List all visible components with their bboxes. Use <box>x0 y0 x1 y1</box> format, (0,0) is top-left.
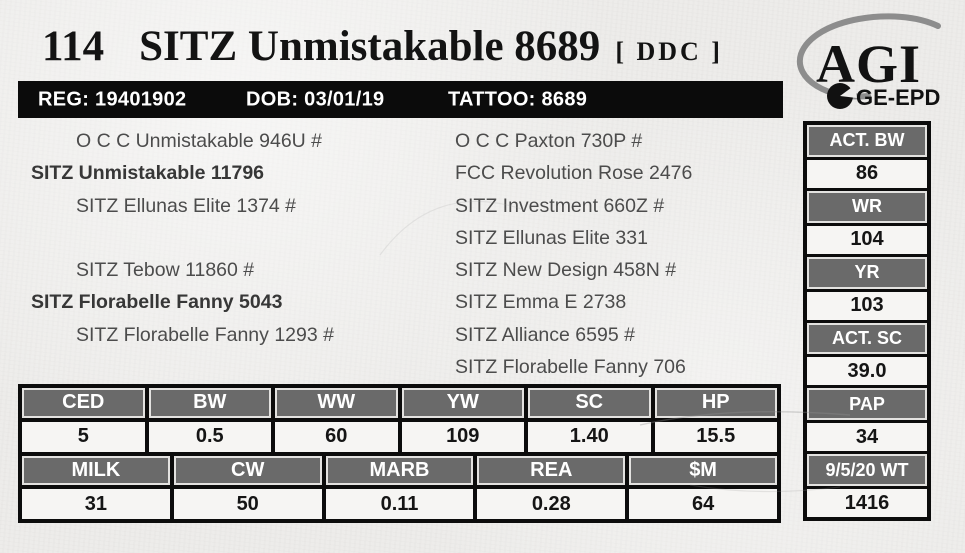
epd-value-milk: 31 <box>22 489 170 519</box>
sidebar-header-yr: YR <box>807 256 927 289</box>
epd-header-hp: HP <box>654 388 777 418</box>
epd-value-row-2: 31 50 0.11 0.28 64 <box>22 489 777 519</box>
epd-header-rea: REA <box>477 455 626 486</box>
agi-logo-graphic: AGI GE-EPD <box>796 13 941 110</box>
pedigree-ggp-7: SITZ Alliance 6595 # <box>455 324 635 346</box>
epd-value-bw: 0.5 <box>148 421 271 452</box>
page-title: 114 SITZ Unmistakable 8689 [ DDC ] <box>42 22 723 71</box>
registration-bar: REG: 19401902 DOB: 03/01/19 TATTOO: 8689 <box>18 81 783 118</box>
sidebar-value-weigh-date: 1416 <box>807 489 927 518</box>
tattoo-number: TATTOO: 8689 <box>448 88 588 110</box>
agi-ge-epd-logo: AGI GE-EPD <box>792 12 954 116</box>
pedigree-ggp-2: FCC Revolution Rose 2476 <box>455 162 693 184</box>
epd-value-hp: 15.5 <box>654 421 777 452</box>
epd-value-ww: 60 <box>275 421 398 452</box>
pedigree-ggp-1: O C C Paxton 730P # <box>455 130 643 152</box>
logo-brand-text: AGI <box>816 34 921 94</box>
pedigree-ggp-4: SITZ Ellunas Elite 331 <box>455 227 648 249</box>
pedigree-sire: SITZ Unmistakable 11796 <box>31 162 265 184</box>
logo-sub-text: GE-EPD <box>856 85 940 110</box>
sidebar-value-yr: 103 <box>807 291 927 320</box>
sidebar-header-weigh-date: 9/5/20 WT <box>807 454 927 487</box>
epd-header-dollar-m: $M <box>629 455 777 486</box>
pedigree-ggp-3: SITZ Investment 660Z # <box>455 195 665 217</box>
pedigree-ggp-8: SITZ Florabelle Fanny 706 <box>455 356 686 378</box>
epd-header-row-1: CED BW WW YW SC HP <box>22 388 777 418</box>
pedigree-dam-sire: SITZ Tebow 11860 # <box>76 259 255 281</box>
birth-date: DOB: 03/01/19 <box>246 88 385 110</box>
epd-table: CED BW WW YW SC HP 5 0.5 60 109 1.40 15.… <box>18 384 781 523</box>
epd-header-row-2: MILK CW MARB REA $M <box>22 455 777 486</box>
pedigree-dam: SITZ Florabelle Fanny 5043 <box>31 291 283 313</box>
epd-header-bw: BW <box>148 388 271 418</box>
epd-header-yw: YW <box>401 388 524 418</box>
sidebar-header-act-bw: ACT. BW <box>807 125 927 157</box>
sidebar-header-act-sc: ACT. SC <box>807 322 927 355</box>
epd-header-cw: CW <box>173 455 322 486</box>
lot-number: 114 <box>42 23 105 70</box>
reg-number: REG: 19401902 <box>38 88 187 110</box>
pedigree-dam-dam: SITZ Florabelle Fanny 1293 # <box>76 324 334 346</box>
pedigree-sire-sire: O C C Unmistakable 946U # <box>76 130 323 152</box>
epd-value-ced: 5 <box>22 421 145 452</box>
sidebar-value-act-bw: 86 <box>807 159 927 188</box>
sidebar-header-wr: WR <box>807 190 927 223</box>
sidebar-value-wr: 104 <box>807 225 927 254</box>
epd-value-marb: 0.11 <box>325 489 474 519</box>
measurements-sidebar: ACT. BW 86 WR 104 YR 103 ACT. SC 39.0 PA… <box>803 121 931 521</box>
epd-value-dollar-m: 64 <box>629 489 777 519</box>
epd-value-cw: 50 <box>173 489 322 519</box>
sidebar-header-pap: PAP <box>807 388 927 421</box>
logo-pie-notch <box>840 85 857 98</box>
epd-header-ww: WW <box>275 388 398 418</box>
animal-name: SITZ Unmistakable 8689 <box>139 23 601 70</box>
epd-header-milk: MILK <box>22 455 170 486</box>
pedigree-ggp-6: SITZ Emma E 2738 <box>455 291 627 313</box>
epd-header-ced: CED <box>22 388 145 418</box>
sidebar-value-pap: 34 <box>807 423 927 452</box>
epd-value-sc: 1.40 <box>528 421 651 452</box>
epd-value-rea: 0.28 <box>477 489 626 519</box>
pedigree-sire-dam: SITZ Ellunas Elite 1374 # <box>76 195 297 217</box>
epd-value-row-1: 5 0.5 60 109 1.40 15.5 <box>22 421 777 452</box>
sidebar-value-act-sc: 39.0 <box>807 357 927 386</box>
epd-header-marb: MARB <box>325 455 474 486</box>
epd-value-yw: 109 <box>401 421 524 452</box>
epd-header-sc: SC <box>528 388 651 418</box>
animal-name-suffix: [ DDC ] <box>615 37 723 66</box>
pedigree-ggp-5: SITZ New Design 458N # <box>455 259 677 281</box>
